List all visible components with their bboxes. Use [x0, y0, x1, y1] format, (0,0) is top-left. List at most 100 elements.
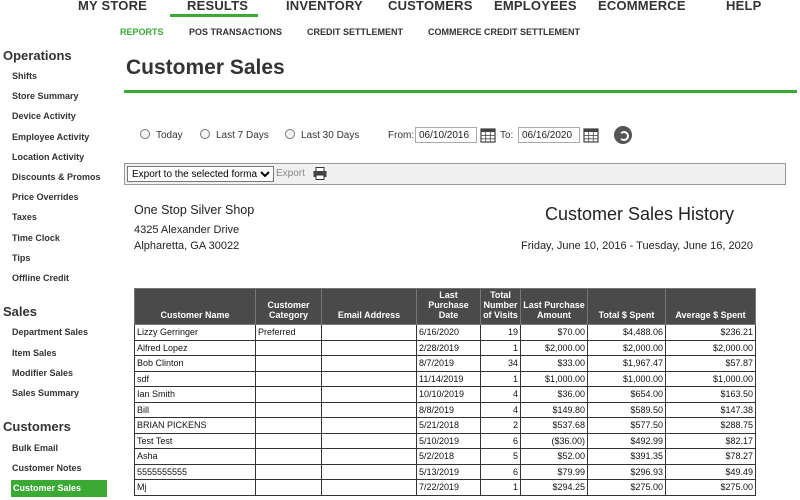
cell-customer-name: Bill — [134, 401, 256, 418]
table-row: Test Test 5/10/2019 6 ($36.00) $492.99 $82.17 — [134, 432, 756, 449]
cell-average-spent: $163.50 — [665, 386, 756, 403]
header-total-visits[interactable]: Total Number of Visits — [480, 288, 521, 325]
cell-total-visits: 2 — [480, 417, 521, 434]
subnav-pos-transactions[interactable]: POS TRANSACTIONS — [189, 27, 283, 37]
header-average-spent[interactable]: Average $ Spent — [665, 288, 756, 325]
sidebar-item-customer-sales[interactable]: Customer Sales — [11, 480, 107, 497]
cell-total-spent: $275.00 — [587, 479, 666, 496]
radio-today[interactable]: Today — [140, 129, 183, 141]
cell-last-purchase-amount: $1,000.00 — [520, 370, 588, 387]
from-date-input[interactable] — [415, 127, 477, 143]
sidebar-item-time-clock[interactable]: Time Clock — [12, 233, 60, 243]
nav-ecommerce[interactable]: ECOMMERCE — [598, 0, 686, 13]
table-row: Bill 8/8/2019 4 $149.80 $589.50 $147.38 — [134, 401, 756, 418]
sidebar-item-store-summary[interactable]: Store Summary — [12, 91, 79, 101]
header-customer-name[interactable]: Customer Name — [134, 288, 256, 325]
sidebar-item-location-activity[interactable]: Location Activity — [12, 152, 85, 162]
cell-customer-name: Mj — [134, 479, 256, 496]
header-last-purchase-amount[interactable]: Last Purchase Amount — [520, 288, 588, 325]
cell-customer-name: BRIAN PICKENS — [134, 417, 256, 434]
cell-customer-name: Asha — [134, 448, 256, 465]
cell-email-address — [321, 479, 417, 496]
sidebar-item-taxes[interactable]: Taxes — [12, 212, 37, 222]
sidebar: Operations Shifts Store Summary Device A… — [0, 46, 120, 500]
radio-circle-icon[interactable] — [200, 129, 210, 139]
cell-last-purchase-date: 8/7/2019 — [416, 355, 481, 372]
radio-last-30-days[interactable]: Last 30 Days — [285, 129, 359, 141]
header-customer-category[interactable]: Customer Category — [255, 288, 322, 325]
print-icon[interactable] — [313, 167, 327, 180]
nav-employees[interactable]: EMPLOYEES — [494, 0, 577, 13]
customer-sales-table: Customer Name Customer Category Email Ad… — [134, 288, 756, 496]
page-title: Customer Sales — [126, 56, 285, 79]
header-last-purchase-date[interactable]: Last Purchase Date — [416, 288, 481, 325]
cell-last-purchase-amount: $537.68 — [520, 417, 588, 434]
cell-email-address — [321, 432, 417, 449]
sidebar-item-employee-activity[interactable]: Employee Activity — [12, 132, 90, 142]
nav-help[interactable]: HELP — [726, 0, 762, 13]
sidebar-item-offline-credit[interactable]: Offline Credit — [12, 273, 70, 283]
sidebar-item-device-activity[interactable]: Device Activity — [12, 111, 76, 121]
export-format-select[interactable]: Export to the selected format — [127, 166, 274, 182]
cell-total-spent: $2,000.00 — [587, 339, 666, 356]
cell-total-spent: $296.93 — [587, 463, 666, 480]
cell-last-purchase-date: 10/10/2019 — [416, 386, 481, 403]
sidebar-item-customer-notes[interactable]: Customer Notes — [12, 463, 82, 473]
sidebar-item-department-sales[interactable]: Department Sales — [12, 327, 89, 337]
cell-total-spent: $492.99 — [587, 432, 666, 449]
header-email-address[interactable]: Email Address — [321, 288, 417, 325]
sidebar-item-shifts[interactable]: Shifts — [12, 71, 38, 81]
nav-my-store[interactable]: MY STORE — [78, 0, 148, 13]
cell-customer-name: Lizzy Gerringer — [134, 324, 256, 341]
cell-total-visits: 4 — [480, 401, 521, 418]
nav-inventory[interactable]: INVENTORY — [286, 0, 363, 13]
calendar-icon[interactable] — [583, 127, 599, 143]
report-title: Customer Sales History — [545, 204, 735, 224]
cell-last-purchase-amount: $79.99 — [520, 463, 588, 480]
nav-results[interactable]: RESULTS — [187, 0, 249, 13]
cell-customer-category — [255, 370, 322, 387]
radio-circle-icon[interactable] — [285, 129, 295, 139]
cell-total-spent: $654.00 — [587, 386, 666, 403]
radio-last-30-label: Last 30 Days — [301, 130, 360, 141]
cell-total-visits: 1 — [480, 339, 521, 356]
cell-last-purchase-date: 8/8/2019 — [416, 401, 481, 418]
calendar-icon[interactable] — [480, 127, 496, 143]
sidebar-item-modifier-sales[interactable]: Modifier Sales — [12, 368, 74, 378]
table-header-row: Customer Name Customer Category Email Ad… — [134, 288, 756, 325]
subnav-credit-settlement[interactable]: CREDIT SETTLEMENT — [307, 27, 403, 37]
radio-last-7-days[interactable]: Last 7 Days — [200, 129, 269, 141]
sidebar-item-price-overrides[interactable]: Price Overrides — [12, 192, 79, 202]
cell-average-spent: $147.38 — [665, 401, 756, 418]
sidebar-item-sales-summary[interactable]: Sales Summary — [12, 388, 80, 398]
cell-average-spent: $288.75 — [665, 417, 756, 434]
cell-last-purchase-date: 5/10/2019 — [416, 432, 481, 449]
header-total-spent[interactable]: Total $ Spent — [587, 288, 666, 325]
to-date-input[interactable] — [518, 127, 580, 143]
table-row: Mj 7/22/2019 1 $294.25 $275.00 $275.00 — [134, 479, 756, 496]
cell-average-spent: $236.21 — [665, 324, 756, 341]
subnav-commerce-credit-settlement[interactable]: COMMERCE CREDIT SETTLEMENT — [428, 27, 580, 37]
cell-email-address — [321, 417, 417, 434]
cell-customer-name: Test Test — [134, 432, 256, 449]
sidebar-item-item-sales[interactable]: Item Sales — [12, 348, 57, 358]
cell-email-address — [321, 401, 417, 418]
refresh-icon[interactable] — [614, 126, 632, 144]
cell-total-spent: $4,488.06 — [587, 324, 666, 341]
cell-customer-name: Bob Clinton — [134, 355, 256, 372]
radio-circle-icon[interactable] — [140, 129, 150, 139]
sidebar-item-tips[interactable]: Tips — [12, 253, 31, 263]
cell-email-address — [321, 386, 417, 403]
cell-last-purchase-date: 5/21/2018 — [416, 417, 481, 434]
nav-active-indicator — [170, 14, 258, 17]
cell-average-spent: $49.49 — [665, 463, 756, 480]
subnav-reports[interactable]: REPORTS — [120, 27, 164, 37]
table-row: Alfred Lopez 2/28/2019 1 $2,000.00 $2,000.00… — [134, 339, 756, 356]
cell-email-address — [321, 448, 417, 465]
sidebar-item-bulk-email[interactable]: Bulk Email — [12, 443, 59, 453]
nav-customers[interactable]: CUSTOMERS — [388, 0, 473, 13]
cell-average-spent: $2,000.00 — [665, 339, 756, 356]
sidebar-item-discounts-promos[interactable]: Discounts & Promos — [12, 172, 101, 182]
cell-total-visits: 5 — [480, 448, 521, 465]
export-button[interactable]: Export — [276, 168, 305, 179]
